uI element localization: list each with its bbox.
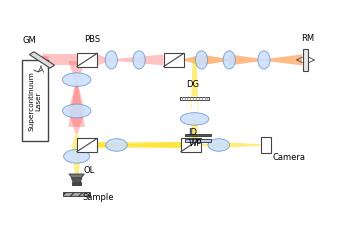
Text: GM: GM bbox=[23, 36, 37, 45]
Bar bbox=[185, 134, 211, 136]
Polygon shape bbox=[72, 134, 82, 185]
Polygon shape bbox=[98, 55, 163, 65]
Bar bbox=[180, 97, 209, 100]
Polygon shape bbox=[184, 55, 229, 65]
Polygon shape bbox=[68, 61, 85, 127]
Ellipse shape bbox=[223, 51, 236, 69]
Ellipse shape bbox=[105, 51, 118, 69]
Bar bbox=[73, 182, 81, 185]
Bar bbox=[22, 61, 48, 141]
Ellipse shape bbox=[196, 51, 208, 69]
Polygon shape bbox=[201, 142, 260, 148]
Polygon shape bbox=[68, 83, 85, 134]
Polygon shape bbox=[42, 55, 87, 65]
Bar bbox=[164, 53, 184, 67]
Text: OL: OL bbox=[84, 166, 95, 175]
Polygon shape bbox=[190, 119, 199, 143]
Bar bbox=[64, 192, 90, 196]
Polygon shape bbox=[69, 174, 84, 178]
Ellipse shape bbox=[208, 139, 230, 151]
Bar bbox=[185, 139, 211, 142]
Bar bbox=[77, 53, 97, 67]
Bar bbox=[77, 138, 97, 152]
Text: Camera: Camera bbox=[273, 153, 306, 162]
Bar bbox=[181, 138, 201, 152]
Text: PBS: PBS bbox=[84, 35, 100, 44]
Polygon shape bbox=[72, 178, 82, 182]
Text: ID: ID bbox=[188, 128, 197, 137]
Polygon shape bbox=[41, 56, 49, 64]
Ellipse shape bbox=[133, 51, 145, 69]
Ellipse shape bbox=[62, 73, 91, 86]
Ellipse shape bbox=[180, 113, 209, 125]
Text: WP: WP bbox=[188, 139, 202, 148]
Ellipse shape bbox=[64, 149, 90, 163]
Text: Supercontinuum
Laser: Supercontinuum Laser bbox=[28, 71, 41, 131]
Polygon shape bbox=[98, 142, 181, 148]
Text: Sample: Sample bbox=[83, 193, 114, 202]
Bar bbox=[303, 49, 308, 71]
Ellipse shape bbox=[106, 139, 127, 151]
Polygon shape bbox=[229, 55, 302, 65]
Text: RM: RM bbox=[302, 34, 314, 43]
Polygon shape bbox=[191, 131, 198, 142]
Polygon shape bbox=[184, 55, 229, 65]
Text: DG: DG bbox=[186, 80, 199, 89]
Polygon shape bbox=[190, 61, 199, 119]
Ellipse shape bbox=[62, 104, 91, 118]
Bar bbox=[261, 137, 271, 153]
Polygon shape bbox=[229, 55, 302, 65]
Polygon shape bbox=[29, 52, 54, 68]
Ellipse shape bbox=[258, 51, 270, 69]
Polygon shape bbox=[96, 142, 183, 148]
